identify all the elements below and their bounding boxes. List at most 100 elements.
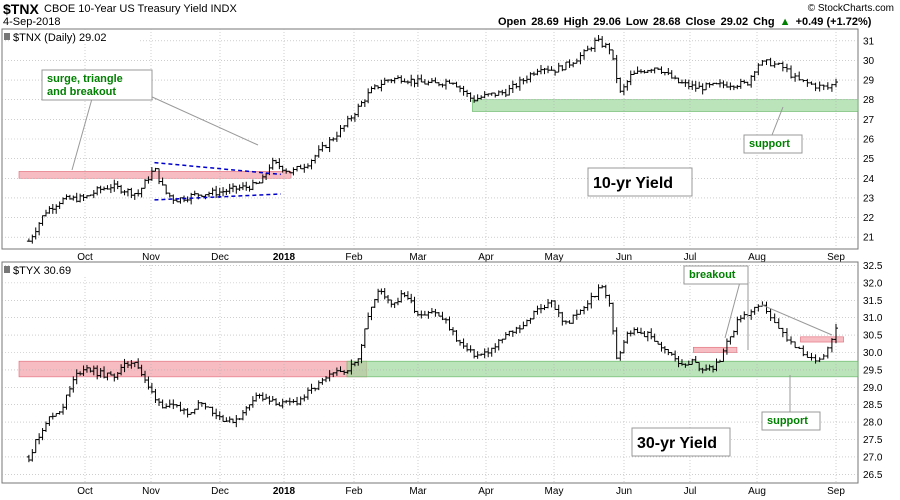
x-tick-label: Dec: [211, 486, 229, 497]
close-label: Close: [685, 16, 716, 28]
ohlc-bar: [825, 346, 830, 359]
ohlc-bar: [793, 341, 798, 349]
ohlc-bar: [793, 72, 798, 82]
ohlc-bar: [821, 84, 826, 91]
y-tick-label: 22: [863, 213, 875, 224]
x-tick-label: 2018: [273, 252, 296, 263]
x-tick-label: Apr: [478, 252, 494, 263]
ohlc-bar: [772, 313, 777, 324]
ohlc-bar: [789, 65, 794, 79]
support-zone: [472, 99, 859, 112]
y-tick-label: 31.0: [863, 313, 883, 324]
up-triangle-icon: ▲: [779, 16, 791, 28]
ohlc-bar: [789, 336, 794, 345]
callout-line: [761, 304, 833, 336]
ohlc-bar: [809, 81, 814, 85]
ohlc-bar: [768, 57, 773, 67]
ohlc-bar: [776, 318, 781, 329]
y-tick-label: 28.5: [863, 400, 883, 411]
triangle-upper-line: [154, 161, 281, 176]
ohlc-bar: [764, 301, 769, 314]
chart-header: $TNX CBOE 10-Year US Treasury Yield INDX…: [0, 0, 900, 28]
ohlc-bar: [764, 59, 769, 66]
panel-collapse-icon: [4, 266, 10, 273]
y-tick-label: 32.0: [863, 278, 883, 289]
ohlc-bar: [805, 351, 810, 358]
ohlc-bar: [821, 353, 826, 360]
plot-area: [1, 28, 859, 250]
support-note: support: [767, 415, 808, 427]
surge-note: and breakout: [47, 86, 116, 98]
ohlc-bar: [797, 71, 802, 81]
low-label: Low: [625, 16, 648, 28]
series-label-box: [631, 427, 731, 457]
minor-resistance-zone: [800, 336, 844, 343]
x-tick-label: Jun: [616, 486, 632, 497]
surge-note-box: [41, 69, 153, 101]
instrument-name: CBOE 10-Year US Treasury Yield INDX: [44, 3, 237, 15]
ohlc-bar: [784, 63, 789, 73]
ohlc-bar: [780, 61, 785, 72]
chart-panel-2: 26.5 27.0 27.5 28.0 28.5 29.0 29.5 30.0 30.5 31.0…: [1, 261, 883, 497]
y-tick-label: 27: [863, 115, 875, 126]
y-tick-label: 24: [863, 174, 875, 185]
series-label: 30-yr Yield: [637, 435, 717, 452]
panel-collapse-icon: [4, 33, 10, 40]
ohlc-bar: [752, 306, 757, 315]
ohlc-bar: [772, 61, 777, 68]
support-zone: [346, 360, 859, 378]
chg-value: +0.49 (+1.72%): [795, 16, 872, 28]
ohlc-bar: [768, 308, 773, 322]
panel-title: $TYX 30.69: [13, 265, 71, 277]
ohlc-bar: [809, 352, 814, 361]
panel-title: $TNX (Daily) 29.02: [13, 32, 107, 44]
x-tick-label: Nov: [142, 252, 160, 263]
chart-panel-1: 21 22 23 24 25 26 27 28 29 30 31 Oct Nov Dec 2018 Feb Ma…: [1, 28, 875, 263]
x-tick-label: Aug: [748, 252, 766, 263]
ohlc-bar: [817, 357, 822, 363]
y-tick-label: 23: [863, 193, 875, 204]
panel-title-bg: [10, 264, 140, 277]
ohlc-bar: [752, 70, 757, 81]
callout-line: [71, 87, 96, 171]
series-label: 10-yr Yield: [593, 175, 673, 192]
x-tick-label: Oct: [77, 252, 93, 263]
callout-line: [771, 106, 784, 136]
y-tick-label: 27.0: [863, 452, 883, 463]
x-tick-label: Feb: [345, 252, 363, 263]
triangle-lower-line: [154, 193, 281, 201]
x-tick-label: Jul: [684, 252, 697, 263]
ohlc-bar: [760, 60, 765, 66]
x-tick-label: Jun: [616, 252, 632, 263]
symbol-label: $TNX: [3, 1, 39, 17]
ohlc-bar: [829, 338, 834, 353]
x-tick-label: Dec: [211, 252, 229, 263]
ohlc-bar: [776, 62, 781, 65]
y-tick-label: 29: [863, 76, 875, 87]
x-tick-label: Sep: [827, 252, 845, 263]
surge-note: surge, triangle: [47, 73, 123, 85]
close-value: 29.02: [720, 16, 749, 28]
y-tick-label: 28.0: [863, 418, 883, 429]
ohlc-bar: [756, 63, 761, 76]
callout-line: [149, 95, 259, 146]
y-tick-label: 29.5: [863, 365, 883, 376]
y-tick-label: 31: [863, 36, 875, 47]
x-tick-label: 2018: [273, 486, 296, 497]
x-tick-label: Mar: [409, 486, 427, 497]
ohlc-bar: [756, 304, 761, 312]
minor-resistance-zone: [693, 346, 738, 353]
ohlc-bar: [817, 81, 822, 92]
x-tick-label: May: [545, 252, 564, 263]
high-label: High: [563, 16, 589, 28]
quote-date: 4-Sep-2018: [3, 16, 61, 28]
series-label-box: [587, 167, 693, 197]
callout-line: [724, 281, 741, 339]
ohlc-bar: [829, 83, 834, 92]
y-tick-label: 32.5: [863, 261, 883, 272]
high-value: 29.06: [593, 16, 621, 28]
support-note-box: [761, 411, 821, 431]
ohlc-bar: [805, 78, 810, 87]
x-tick-label: Mar: [409, 252, 427, 263]
